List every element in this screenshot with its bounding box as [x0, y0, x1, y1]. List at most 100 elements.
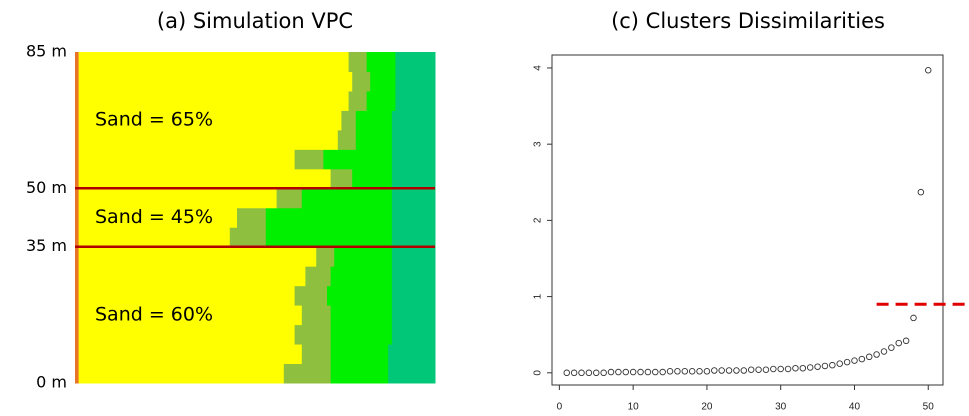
facies-segment	[78, 305, 303, 326]
facies-segment	[294, 285, 328, 306]
facies-segment	[355, 110, 393, 131]
point	[615, 368, 622, 376]
facies-segment	[388, 363, 436, 384]
facies-segment	[75, 285, 80, 306]
point	[747, 366, 755, 374]
point	[600, 369, 607, 377]
facies-segment	[78, 266, 306, 287]
point	[652, 368, 659, 376]
point	[711, 367, 718, 374]
point	[924, 66, 932, 74]
facies-segment	[75, 90, 80, 111]
y-tick-label: 0 m	[36, 373, 67, 392]
facies-segment	[391, 324, 436, 345]
facies-segment	[330, 324, 393, 345]
point	[814, 363, 821, 370]
facies-segment	[395, 52, 436, 72]
facies-segment	[395, 90, 436, 111]
facies-segment	[391, 129, 436, 150]
facies-segment	[330, 305, 393, 326]
facies-segment	[327, 285, 393, 306]
facies-segment	[75, 110, 80, 131]
facies-segment	[78, 207, 238, 228]
y-tick-label: 0	[533, 370, 544, 376]
facies-segment	[75, 188, 80, 209]
facies-segment	[229, 227, 267, 248]
point	[777, 365, 784, 373]
facies-segment	[265, 207, 393, 228]
point	[902, 337, 910, 345]
facies-segment	[294, 149, 324, 170]
facies-segment	[391, 149, 436, 170]
facies-segment	[78, 71, 353, 92]
facies-segment	[355, 129, 393, 150]
point	[851, 357, 858, 364]
facies-segment	[391, 110, 436, 131]
point	[784, 365, 792, 373]
point	[799, 364, 807, 372]
facies-segment	[391, 246, 436, 267]
point	[821, 362, 829, 370]
chart-title: (a) Simulation VPC	[157, 9, 353, 33]
point	[563, 369, 571, 377]
facies-segment	[78, 188, 278, 209]
facies-segment	[348, 52, 368, 72]
facies-segment	[78, 110, 342, 131]
facies-segment	[75, 52, 80, 72]
point	[644, 368, 652, 376]
point	[725, 367, 733, 374]
facies-segment	[323, 149, 393, 170]
facies-segment	[283, 363, 332, 384]
facies-segment	[78, 246, 317, 267]
facies-segment	[348, 90, 368, 111]
point	[674, 368, 681, 375]
zone-label: Sand = 45%	[95, 206, 213, 228]
point	[593, 369, 600, 377]
facies-segment	[237, 207, 267, 228]
facies-segment	[78, 285, 296, 306]
facies-segment	[334, 246, 393, 267]
point	[917, 188, 925, 196]
facies-segment	[75, 129, 80, 150]
facies-segment	[75, 246, 80, 267]
y-tick-label: 50 m	[26, 178, 67, 197]
point	[703, 368, 711, 375]
facies-segment	[330, 344, 389, 365]
point	[681, 368, 689, 375]
facies-segment	[75, 344, 80, 365]
point	[696, 368, 703, 375]
x-tick-label: 50	[923, 402, 935, 413]
x-tick-label: 10	[628, 402, 640, 413]
facies-segment	[78, 149, 296, 170]
facies-segment	[352, 168, 393, 189]
facies-segment	[305, 266, 332, 287]
y-tick-label: 35 m	[26, 236, 67, 255]
point	[733, 367, 740, 374]
point	[858, 355, 866, 363]
facies-segment	[75, 305, 80, 326]
facies-segment	[75, 149, 80, 170]
point	[629, 368, 637, 376]
facies-segment	[78, 227, 231, 248]
chart-title: (c) Clusters Dissimilarities	[611, 9, 885, 33]
facies-segment	[370, 71, 396, 92]
facies-segment	[391, 266, 436, 287]
point	[910, 314, 917, 322]
facies-segment	[391, 168, 436, 189]
facies-segment	[294, 324, 332, 345]
point	[762, 366, 770, 374]
facies-segment	[388, 344, 436, 365]
x-tick-label: 20	[701, 402, 713, 413]
y-tick-label: 4	[533, 65, 544, 71]
point	[718, 367, 725, 374]
facies-segment	[337, 129, 357, 150]
facies-segment	[366, 52, 396, 72]
point	[843, 358, 851, 366]
point	[585, 369, 593, 377]
zone-label: Sand = 65%	[95, 109, 213, 131]
facies-segment	[391, 285, 436, 306]
y-tick-label: 1	[533, 293, 544, 299]
facies-segment	[75, 207, 80, 228]
facies-segment	[75, 227, 80, 248]
